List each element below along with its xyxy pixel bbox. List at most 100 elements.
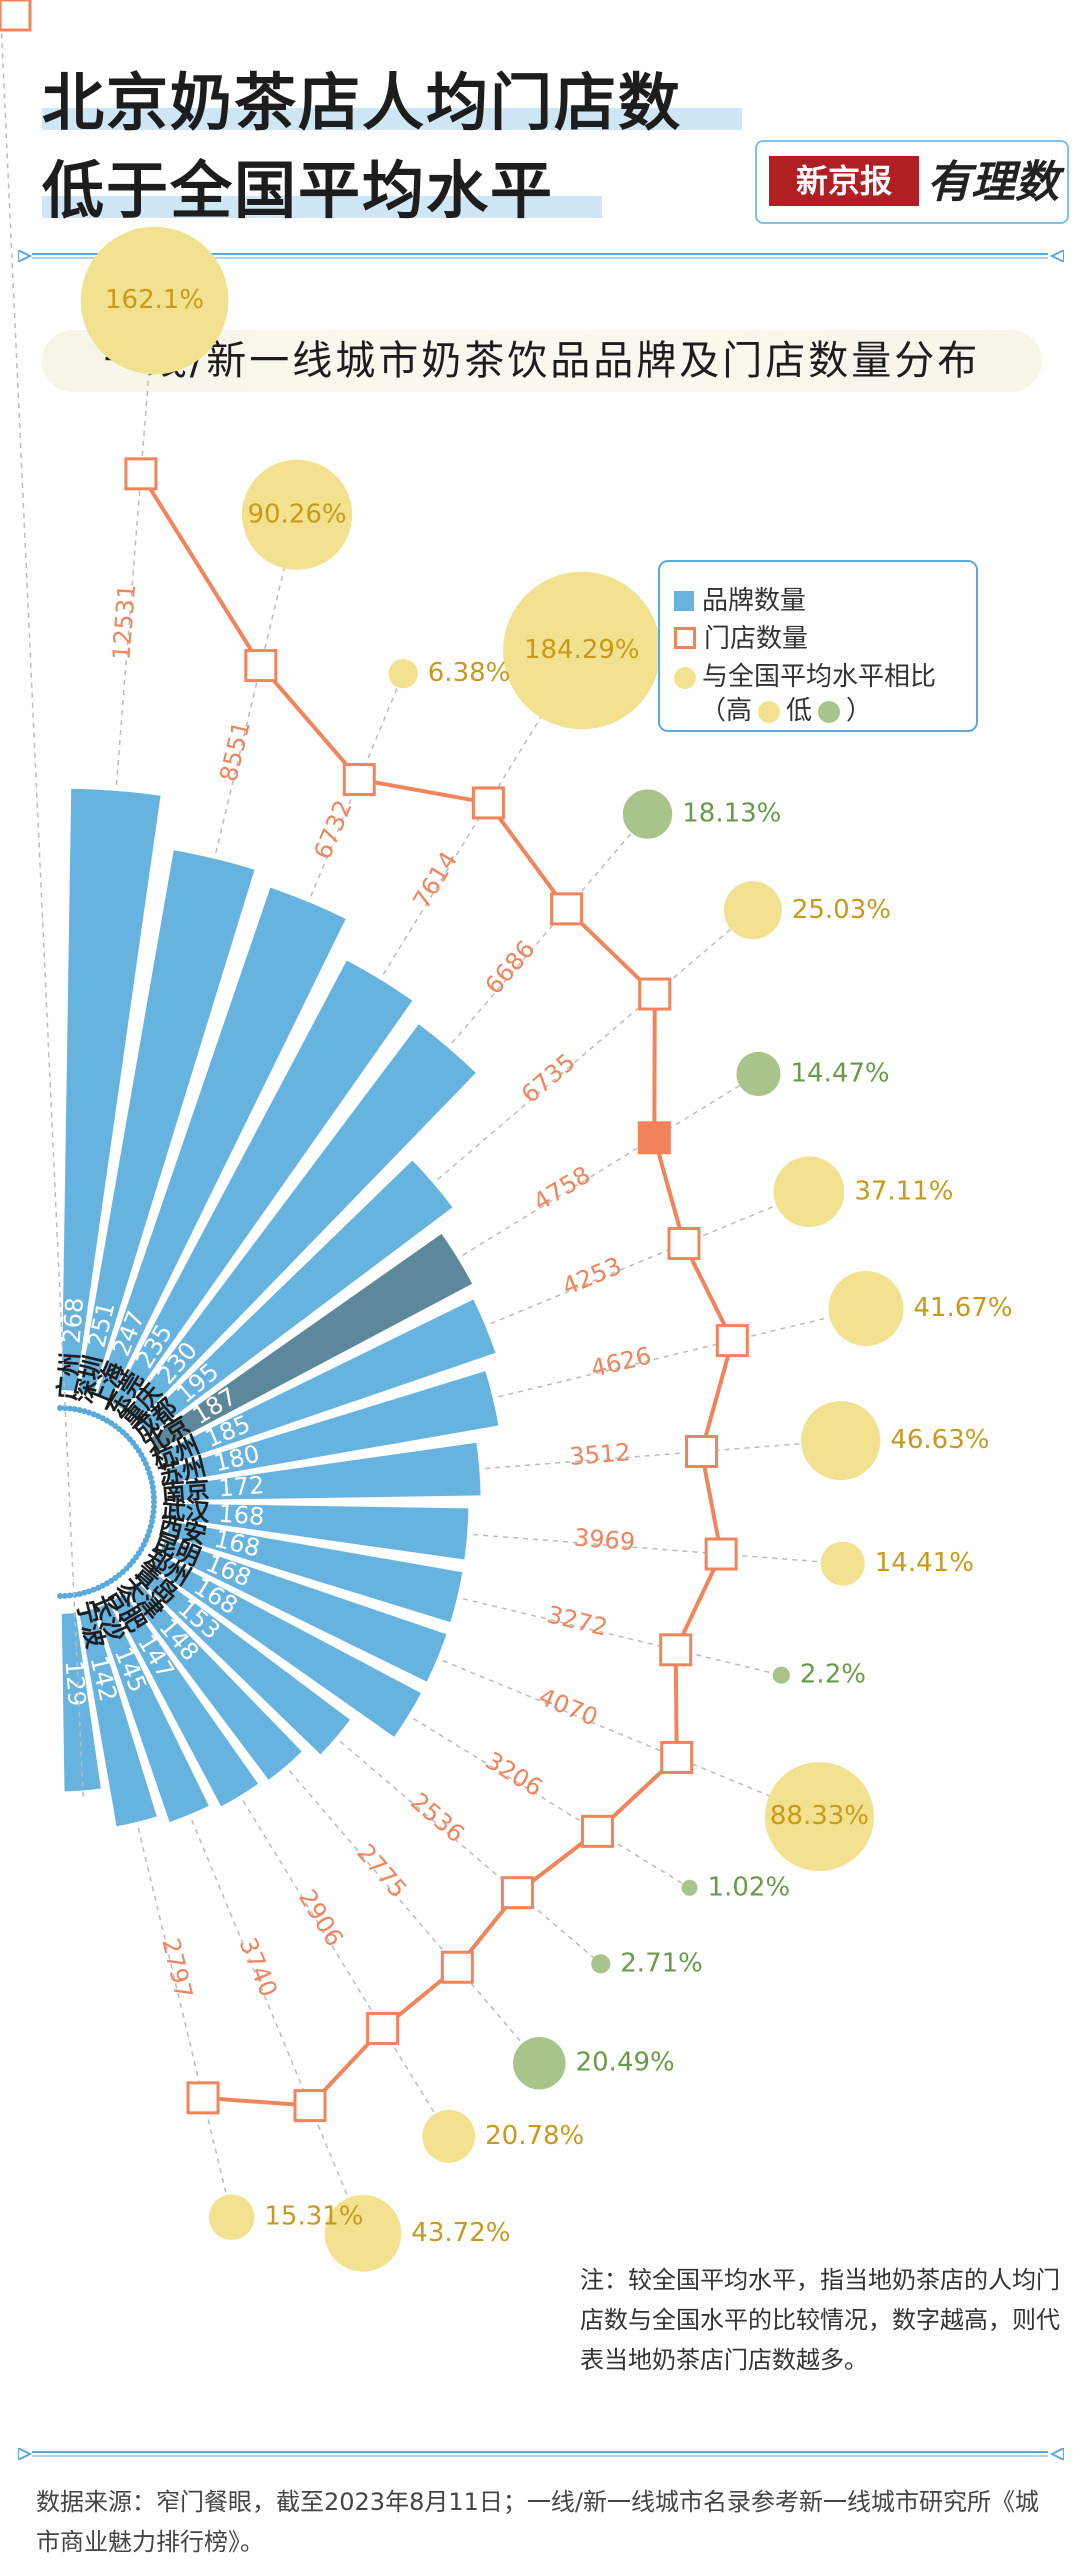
ratio-label: 162.1% xyxy=(105,285,204,315)
store-value-label: 3740 xyxy=(234,1934,283,2001)
store-marker xyxy=(704,1537,738,1571)
store-marker xyxy=(550,892,584,926)
ratio-label: 20.78% xyxy=(485,2121,584,2151)
ratio-bubble xyxy=(324,2195,402,2272)
legend-item-ratio: 与全国平均水平相比 xyxy=(674,656,936,693)
store-value-label: 2906 xyxy=(293,1885,349,1952)
brand-bar xyxy=(79,850,255,1395)
brand-logo-name: 新京报 xyxy=(769,156,919,206)
legend-label-brands: 品牌数量 xyxy=(702,586,807,616)
ratio-bubble xyxy=(208,2194,255,2240)
ratio-bubble xyxy=(736,1051,781,1097)
brand-bar xyxy=(96,887,346,1402)
store-marker xyxy=(580,1814,614,1848)
leader-line xyxy=(490,1191,810,1325)
ratio-bubble xyxy=(773,1156,845,1228)
store-value-label: 3272 xyxy=(544,1600,610,1641)
brand-bar xyxy=(127,1024,476,1422)
ratio-bubble xyxy=(241,459,353,570)
ratio-label: 90.26% xyxy=(247,499,346,529)
ratio-label: 20.49% xyxy=(576,2048,675,2078)
ratio-bubble xyxy=(772,1666,790,1684)
ring-dot xyxy=(140,1456,147,1463)
ratio-bubble xyxy=(801,1400,881,1481)
brand-bar xyxy=(140,1569,351,1755)
legend-swatch-ratio xyxy=(674,667,696,689)
ratio-bubble xyxy=(723,881,782,940)
store-marker xyxy=(186,2081,220,2115)
ring-dot xyxy=(81,1589,88,1596)
ratio-bubble xyxy=(80,226,229,375)
ring-dot xyxy=(76,1407,83,1414)
chart-legend: 品牌数量 门店数量 与全国平均水平相比 （高 低 ） xyxy=(658,560,978,732)
store-marker xyxy=(0,0,32,32)
ring-dot xyxy=(99,1582,106,1589)
store-value-label: 2536 xyxy=(405,1787,470,1848)
store-marker xyxy=(293,2089,327,2123)
ratio-label: 46.63% xyxy=(890,1425,989,1455)
brand-bar xyxy=(167,1521,463,1623)
store-value-label: 12531 xyxy=(107,583,141,661)
ring-dot xyxy=(57,1405,63,1411)
ring-dot xyxy=(71,1406,78,1413)
ratio-label: 43.72% xyxy=(411,2218,510,2248)
leader-line xyxy=(498,1307,867,1398)
brand-bar xyxy=(170,1442,481,1501)
ratio-label: 2.2% xyxy=(800,1660,866,1690)
ratio-label: 37.11% xyxy=(854,1176,953,1206)
store-marker xyxy=(244,649,278,683)
ratio-label: 6.38% xyxy=(428,658,511,688)
ratio-bubble xyxy=(503,571,661,730)
legend-label-ratio: 与全国平均水平相比 xyxy=(702,662,937,692)
ring-dot xyxy=(146,1528,153,1535)
ratio-bubble xyxy=(820,1541,865,1586)
chart-subtitle: 一线/新一线城市奶茶饮品品牌及门店数量分布 xyxy=(103,338,981,384)
store-marker xyxy=(685,1435,719,1469)
brand-bar xyxy=(61,1612,101,1792)
leader-line xyxy=(462,1598,782,1676)
leader-line xyxy=(412,1717,690,1889)
ring-dot xyxy=(148,1518,155,1525)
store-marker xyxy=(715,1324,749,1358)
ring-dot xyxy=(147,1523,154,1530)
legend-scale-open: （高 xyxy=(700,696,753,726)
store-marker xyxy=(440,1950,474,1984)
ring-dot xyxy=(149,1513,156,1520)
ratio-bubble xyxy=(622,789,673,839)
ratio-bubble xyxy=(591,1954,611,1974)
legend-item-stores: 门店数量 xyxy=(674,618,808,655)
ratio-bubble xyxy=(764,1762,874,1872)
leader-line xyxy=(485,1439,841,1470)
store-value-label: 4758 xyxy=(529,1161,596,1217)
ring-dot xyxy=(150,1494,157,1501)
legend-scale-mid: 低 xyxy=(786,696,813,726)
ratio-bubble xyxy=(513,2036,566,2090)
ring-dot xyxy=(57,1593,63,1599)
ring-dot xyxy=(95,1413,102,1420)
ring-dot xyxy=(150,1508,157,1515)
brand-bar xyxy=(160,1299,496,1466)
leader-line xyxy=(451,813,649,1044)
store-value-label: 4626 xyxy=(588,1341,654,1382)
store-marker xyxy=(342,763,376,797)
ring-dot xyxy=(144,1532,151,1539)
ratio-label: 14.41% xyxy=(875,1548,974,1578)
brand-bar xyxy=(127,1582,302,1780)
ring-dot xyxy=(90,1411,97,1418)
legend-item-brands: 品牌数量 xyxy=(674,580,806,617)
store-marker xyxy=(366,2011,400,2045)
leader-line xyxy=(462,1073,759,1256)
legend-dot-low xyxy=(818,701,841,723)
leader-line xyxy=(288,1770,540,2064)
ratio-bubble xyxy=(828,1271,904,1346)
legend-label-stores: 门店数量 xyxy=(704,624,809,654)
ratio-label: 14.47% xyxy=(791,1058,890,1088)
store-marker xyxy=(500,1876,534,1910)
ring-dot xyxy=(86,1409,93,1416)
brand-bar xyxy=(112,960,413,1411)
leader-line xyxy=(382,650,583,975)
store-marker xyxy=(659,1633,693,1667)
ring-dot xyxy=(66,1592,73,1599)
leader-line xyxy=(215,514,298,854)
